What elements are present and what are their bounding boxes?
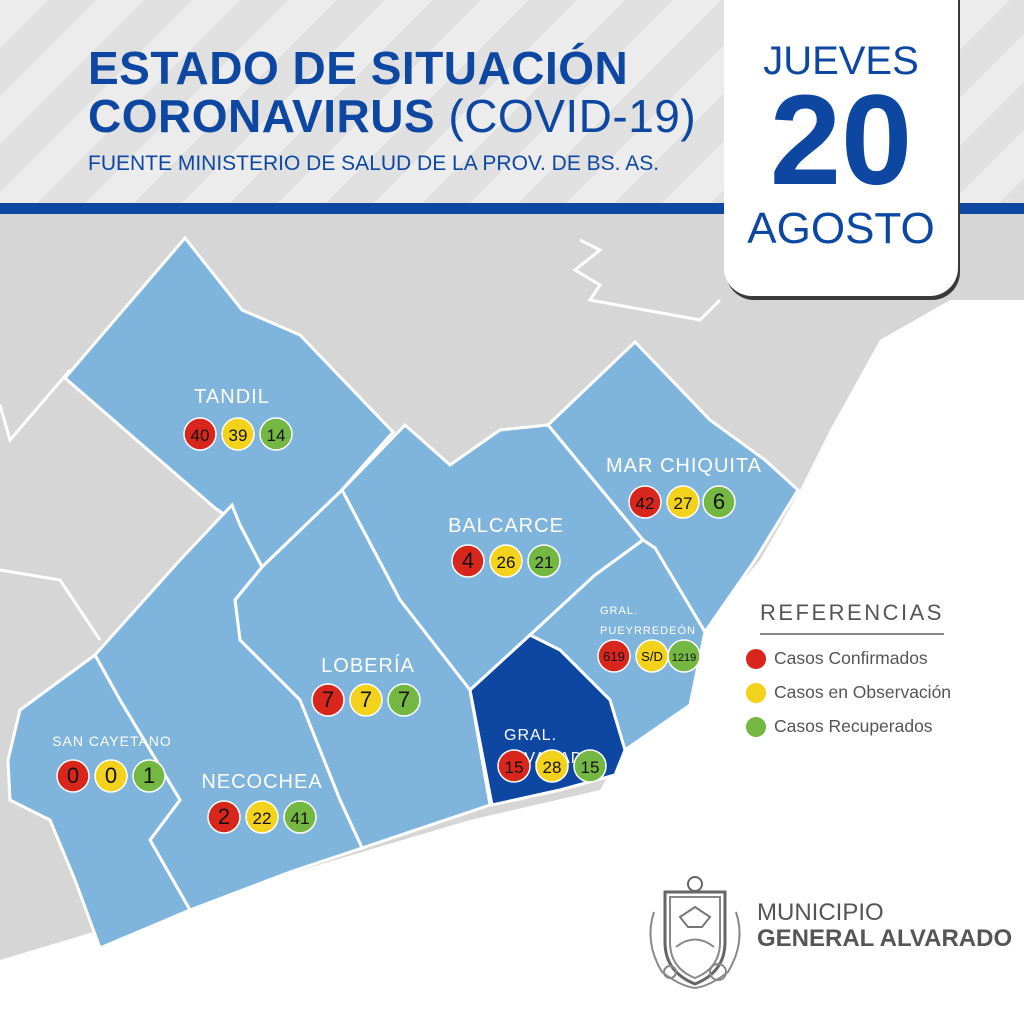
legend-label: Casos Confirmados [774,648,928,668]
confirmed-count-tandil: 40 [191,426,210,445]
municipality-logo-text: MUNICIPIO GENERAL ALVARADO [757,900,1012,952]
recovered-count-gral-alvarado: 15 [581,758,600,777]
logo-line-1: MUNICIPIO [757,899,884,926]
source-note: FUENTE MINISTERIO DE SALUD DE LA PROV. D… [88,152,660,175]
observation-count-balcarce: 26 [497,553,516,572]
background-border [0,369,72,444]
confirmed-circle-necochea [207,800,241,834]
district-name-gral-alvarado: GRAL. [504,727,557,744]
legend-item-recovered: Casos Recuperados [746,716,966,737]
confirmed-circle-balcarce [451,544,485,578]
legend-label: Casos en Observación [774,682,952,702]
recovered-circle-balcarce [527,544,561,578]
district-name-loberia: LOBERÍA [321,654,415,677]
observation-count-gral-alvarado: 28 [543,758,562,777]
page-title: ESTADO DE SITUACIÓN CORONAVIRUS (COVID-1… [88,44,696,140]
recovered-count-tandil: 14 [267,426,286,445]
recovered-circle-loberia [387,683,421,717]
month: AGOSTO [747,204,935,253]
confirmed-count-san-cayetano: 0 [67,763,79,788]
recovered-count-gral-pueyrredeon: 1219 [672,652,696,664]
weekday: JUEVES [763,39,919,83]
recovered-circle-mar-chiquita [702,485,736,519]
observation-circle-san-cayetano [94,759,128,793]
confirmed-circle-tandil [183,417,217,451]
title-line-2: CORONAVIRUS [88,90,436,142]
title-covid: (COVID-19) [448,90,697,142]
recovered-count-loberia: 7 [398,687,410,712]
observation-count-tandil: 39 [229,426,248,445]
legend: REFERENCIAS Casos Confirmados Casos en O… [746,600,966,737]
yellow-dot-icon [746,682,766,703]
background-border [0,568,102,641]
observation-count-necochea: 22 [253,809,272,828]
confirmed-count-mar-chiquita: 42 [636,494,655,513]
district-name-gral-pueyrredeon: PUEYRREDEÓN [600,624,696,637]
day-number: 20 [769,69,913,212]
district-name-gral-pueyrredeon: GRAL. [600,605,638,617]
observation-circle-gral-alvarado [535,749,569,783]
confirmed-count-loberia: 7 [322,687,334,712]
recovered-circle-gral-pueyrredeon [667,639,701,673]
recovered-count-necochea: 41 [291,809,310,828]
recovered-count-balcarce: 21 [535,553,554,572]
observation-count-mar-chiquita: 27 [674,494,693,513]
recovered-circle-necochea [283,800,317,834]
municipal-coat-of-arms-icon [649,876,741,989]
confirmed-circle-gral-alvarado [497,749,531,783]
observation-count-gral-pueyrredeon: S/D [641,649,663,664]
confirmed-circle-loberia [311,683,345,717]
recovered-circle-tandil [259,417,293,451]
observation-circle-necochea [245,800,279,834]
legend-item-confirmed: Casos Confirmados [746,648,966,669]
legend-title: REFERENCIAS [760,600,944,635]
background-border [572,238,722,322]
confirmed-circle-mar-chiquita [628,485,662,519]
confirmed-count-necochea: 2 [218,804,230,829]
observation-circle-loberia [349,683,383,717]
confirmed-count-gral-alvarado: 15 [505,758,524,777]
observation-count-san-cayetano: 0 [105,763,117,788]
district-name-necochea: NECOCHEA [201,771,322,793]
recovered-count-mar-chiquita: 6 [713,489,725,514]
recovered-circle-gral-alvarado [573,749,607,783]
confirmed-circle-san-cayetano [56,759,90,793]
date-card: JUEVES 20 AGOSTO [724,0,958,296]
observation-circle-mar-chiquita [666,485,700,519]
green-dot-icon [746,716,766,737]
observation-count-loberia: 7 [360,687,372,712]
observation-circle-balcarce [489,544,523,578]
observation-circle-tandil [221,417,255,451]
district-name-mar-chiquita: MAR CHIQUITA [606,455,762,477]
confirmed-count-gral-pueyrredeon: 619 [603,649,625,664]
confirmed-count-balcarce: 4 [462,548,474,573]
district-name-san-cayetano: SAN CAYETANO [52,733,172,749]
confirmed-circle-gral-pueyrredeon [597,639,631,673]
red-dot-icon [746,648,766,669]
legend-item-observation: Casos en Observación [746,682,966,703]
title-line-1: ESTADO DE SITUACIÓN [88,42,629,94]
recovered-count-san-cayetano: 1 [143,763,155,788]
logo-line-2: GENERAL ALVARADO [757,925,1013,952]
district-san-cayetano[interactable] [6,652,193,950]
district-name-balcarce: BALCARCE [448,515,564,537]
district-name-tandil: TANDIL [194,386,270,408]
legend-label: Casos Recuperados [774,716,933,736]
header-rule [0,203,1024,214]
recovered-circle-san-cayetano [132,759,166,793]
